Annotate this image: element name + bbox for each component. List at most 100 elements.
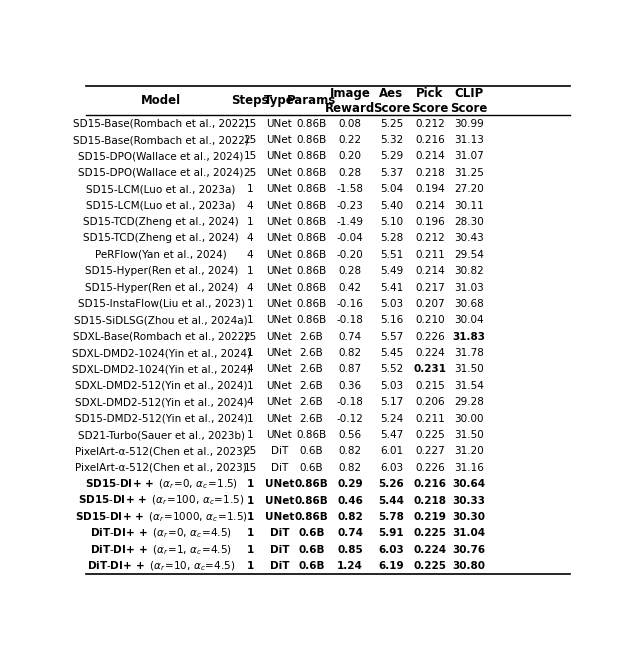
Text: SD15-LCM(Luo et al., 2023a): SD15-LCM(Luo et al., 2023a) — [86, 201, 236, 211]
Text: 0.86B: 0.86B — [296, 217, 326, 227]
Text: 31.50: 31.50 — [454, 430, 484, 440]
Text: 2.6B: 2.6B — [300, 414, 323, 424]
Text: 1: 1 — [247, 430, 253, 440]
Text: 0.196: 0.196 — [415, 217, 445, 227]
Text: 25: 25 — [243, 168, 257, 178]
Text: 0.210: 0.210 — [415, 315, 445, 325]
Text: 0.56: 0.56 — [339, 430, 362, 440]
Text: 0.29: 0.29 — [337, 479, 363, 489]
Text: 0.86B: 0.86B — [296, 250, 326, 260]
Text: -1.49: -1.49 — [337, 217, 364, 227]
Text: 0.206: 0.206 — [415, 397, 445, 407]
Text: PeRFlow(Yan et al., 2024): PeRFlow(Yan et al., 2024) — [95, 250, 227, 260]
Text: SD15-InstaFlow(Liu et al., 2023): SD15-InstaFlow(Liu et al., 2023) — [77, 299, 244, 309]
Text: 0.216: 0.216 — [413, 479, 447, 489]
Text: 0.86B: 0.86B — [296, 430, 326, 440]
Text: 31.16: 31.16 — [454, 463, 484, 473]
Text: 0.74: 0.74 — [339, 332, 362, 341]
Text: 1: 1 — [246, 528, 254, 538]
Text: 0.214: 0.214 — [415, 266, 445, 276]
Text: 0.194: 0.194 — [415, 184, 445, 194]
Text: 5.44: 5.44 — [378, 496, 404, 506]
Text: 30.76: 30.76 — [452, 545, 485, 555]
Text: 0.214: 0.214 — [415, 152, 445, 162]
Text: 6.01: 6.01 — [380, 447, 403, 456]
Text: 29.54: 29.54 — [454, 250, 484, 260]
Text: Type: Type — [264, 94, 295, 107]
Text: 5.52: 5.52 — [380, 364, 403, 375]
Text: 30.99: 30.99 — [454, 118, 484, 129]
Text: UNet: UNet — [266, 135, 292, 145]
Text: Image
Reward: Image Reward — [325, 87, 376, 115]
Text: PixelArt-α-512(Chen et al., 2023): PixelArt-α-512(Chen et al., 2023) — [76, 463, 247, 473]
Text: UNet: UNet — [265, 496, 294, 506]
Text: 1: 1 — [247, 315, 253, 325]
Text: 0.211: 0.211 — [415, 250, 445, 260]
Text: 0.36: 0.36 — [339, 381, 362, 391]
Text: 2.6B: 2.6B — [300, 397, 323, 407]
Text: $\mathbf{SD15\text{-}DI\!++}$ $(\alpha_r\!=\!100,\,\alpha_c\!=\!1.5)$: $\mathbf{SD15\text{-}DI\!++}$ $(\alpha_r… — [78, 494, 244, 508]
Text: 0.86B: 0.86B — [296, 184, 326, 194]
Text: DiT: DiT — [271, 447, 288, 456]
Text: 30.68: 30.68 — [454, 299, 484, 309]
Text: 6.03: 6.03 — [380, 463, 403, 473]
Text: 4: 4 — [247, 283, 253, 292]
Text: 30.82: 30.82 — [454, 266, 484, 276]
Text: 5.03: 5.03 — [380, 299, 403, 309]
Text: 15: 15 — [243, 118, 257, 129]
Text: DiT: DiT — [269, 528, 289, 538]
Text: 0.227: 0.227 — [415, 447, 445, 456]
Text: 4: 4 — [247, 250, 253, 260]
Text: 0.218: 0.218 — [413, 496, 447, 506]
Text: UNet: UNet — [266, 201, 292, 211]
Text: 0.82: 0.82 — [337, 512, 363, 522]
Text: 0.85: 0.85 — [337, 545, 363, 555]
Text: 0.6B: 0.6B — [298, 561, 325, 571]
Text: SD15-DMD2-512(Yin et al., 2024): SD15-DMD2-512(Yin et al., 2024) — [75, 414, 248, 424]
Text: UNet: UNet — [266, 381, 292, 391]
Text: 2.6B: 2.6B — [300, 348, 323, 358]
Text: SDXL-DMD2-512(Yin et al., 2024): SDXL-DMD2-512(Yin et al., 2024) — [75, 381, 248, 391]
Text: 0.6B: 0.6B — [298, 545, 325, 555]
Text: 1: 1 — [246, 496, 254, 506]
Text: 0.86B: 0.86B — [296, 201, 326, 211]
Text: 5.24: 5.24 — [380, 414, 403, 424]
Text: 5.91: 5.91 — [378, 528, 404, 538]
Text: 2.6B: 2.6B — [300, 332, 323, 341]
Text: 31.07: 31.07 — [454, 152, 484, 162]
Text: 5.10: 5.10 — [380, 217, 403, 227]
Text: 4: 4 — [247, 364, 253, 375]
Text: SD15-Hyper(Ren et al., 2024): SD15-Hyper(Ren et al., 2024) — [84, 266, 238, 276]
Text: 25: 25 — [243, 332, 257, 341]
Text: UNet: UNet — [266, 332, 292, 341]
Text: 0.212: 0.212 — [415, 118, 445, 129]
Text: 0.86B: 0.86B — [296, 266, 326, 276]
Text: 0.42: 0.42 — [339, 283, 362, 292]
Text: Params: Params — [287, 94, 336, 107]
Text: UNet: UNet — [265, 479, 294, 489]
Text: 0.86B: 0.86B — [294, 512, 328, 522]
Text: 5.29: 5.29 — [380, 152, 403, 162]
Text: CLIP
Score: CLIP Score — [450, 87, 488, 115]
Text: 0.86B: 0.86B — [296, 135, 326, 145]
Text: 2.6B: 2.6B — [300, 364, 323, 375]
Text: 30.11: 30.11 — [454, 201, 484, 211]
Text: 0.82: 0.82 — [339, 447, 362, 456]
Text: 5.51: 5.51 — [380, 250, 403, 260]
Text: SD15-SiDLSG(Zhou et al., 2024a): SD15-SiDLSG(Zhou et al., 2024a) — [74, 315, 248, 325]
Text: $\mathbf{DiT\text{-}DI\!++}$ $(\alpha_r\!=\!1,\,\alpha_c\!=\!4.5)$: $\mathbf{DiT\text{-}DI\!++}$ $(\alpha_r\… — [90, 543, 232, 557]
Text: 31.03: 31.03 — [454, 283, 484, 292]
Text: UNet: UNet — [266, 118, 292, 129]
Text: 0.74: 0.74 — [337, 528, 364, 538]
Text: 30.30: 30.30 — [452, 512, 485, 522]
Text: 1.24: 1.24 — [337, 561, 363, 571]
Text: 0.86B: 0.86B — [296, 118, 326, 129]
Text: 5.03: 5.03 — [380, 381, 403, 391]
Text: 0.86B: 0.86B — [294, 479, 328, 489]
Text: 31.25: 31.25 — [454, 168, 484, 178]
Text: 0.08: 0.08 — [339, 118, 362, 129]
Text: 30.43: 30.43 — [454, 233, 484, 243]
Text: 0.212: 0.212 — [415, 233, 445, 243]
Text: SD15-Base(Rombach et al., 2022): SD15-Base(Rombach et al., 2022) — [73, 135, 249, 145]
Text: -0.04: -0.04 — [337, 233, 364, 243]
